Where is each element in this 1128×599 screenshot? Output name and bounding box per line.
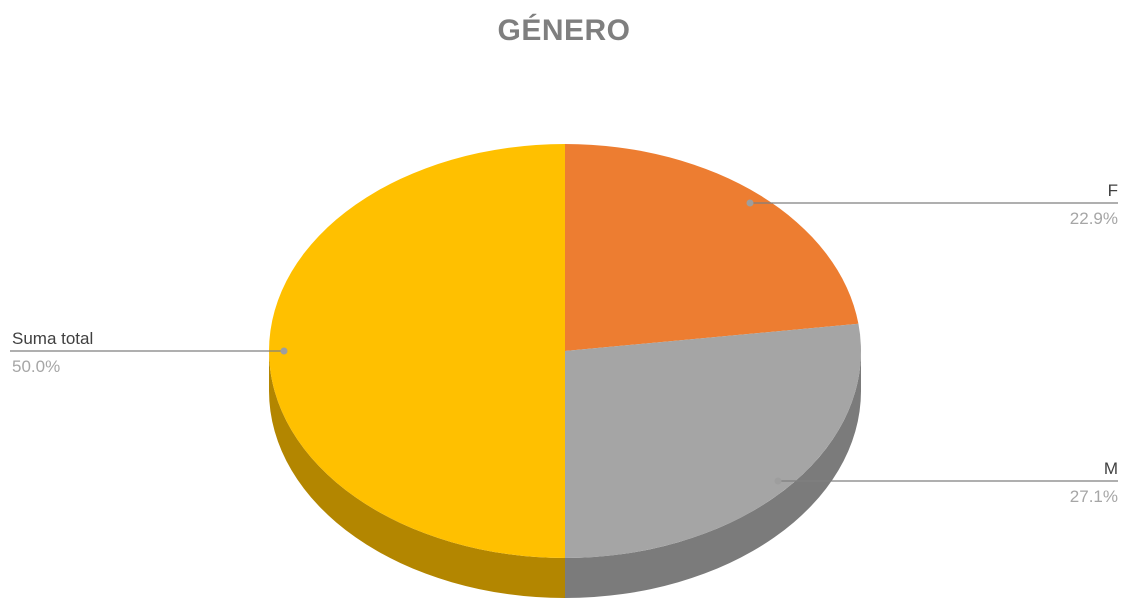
pie-slice-m	[565, 323, 861, 558]
label-value-f: 22.9%	[1070, 209, 1118, 228]
data-labels: F 22.9% M 27.1% Suma total 50.0%	[10, 181, 1118, 506]
pie-side-walls	[269, 351, 861, 598]
leader-dot-suma-total	[280, 347, 288, 355]
chart-title: GÉNERO	[497, 14, 631, 47]
leader-dot-f	[746, 199, 754, 207]
pie-slice-f	[565, 144, 859, 351]
pie-side-m	[565, 351, 861, 598]
label-name-suma-total: Suma total	[12, 329, 93, 348]
label-value-m: 27.1%	[1070, 487, 1118, 506]
label-value-suma-total: 50.0%	[12, 357, 60, 376]
pie-side-suma-total	[269, 351, 565, 598]
pie-slice-suma-total	[269, 144, 565, 558]
label-name-m: M	[1104, 459, 1118, 478]
leader-dot-m	[774, 477, 782, 485]
label-name-f: F	[1108, 181, 1118, 200]
pie-top	[269, 144, 861, 558]
